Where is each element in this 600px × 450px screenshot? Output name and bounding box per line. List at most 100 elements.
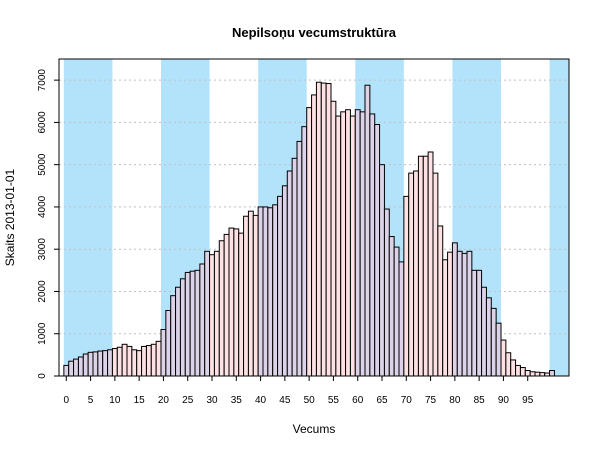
bar-age-79	[447, 251, 453, 377]
bar-age-36	[238, 232, 245, 377]
band-5	[549, 59, 569, 376]
bar-age-91	[505, 352, 512, 377]
y-axis: 0 1000 2000 3000 4000 5000 6000 7000	[37, 69, 60, 379]
bar-age-87	[485, 297, 492, 377]
band-0	[63, 59, 113, 376]
x-tick-label-30: 30	[206, 395, 218, 406]
bar-age-48	[296, 140, 303, 377]
bar-age-11	[116, 346, 123, 377]
bar-age-29	[204, 250, 211, 377]
bar-age-84	[471, 269, 478, 377]
bar-age-28	[199, 263, 206, 377]
x-tick-label-20: 20	[158, 395, 170, 406]
bar-age-12	[121, 343, 128, 377]
bar-age-38	[247, 210, 254, 377]
bar-age-45	[281, 185, 288, 377]
bar-age-74	[422, 155, 429, 377]
bar-age-81	[456, 250, 463, 377]
y-tick-label-5000: 5000	[37, 153, 48, 176]
bar-age-94	[519, 367, 526, 377]
bar-age-75	[427, 151, 434, 377]
bar-age-83	[466, 250, 473, 377]
bar-age-0	[63, 364, 70, 377]
bar-age-32	[218, 240, 225, 377]
y-axis-label: Skaits 2013-01-01	[3, 168, 17, 266]
bar-age-53	[320, 82, 327, 377]
bar-age-2	[73, 358, 79, 377]
bar-age-41	[262, 206, 269, 377]
bar-age-97	[534, 371, 541, 377]
bar-age-92	[510, 359, 517, 377]
bar-age-95	[524, 370, 531, 377]
y-tick-label-3000: 3000	[37, 238, 48, 261]
bar-age-42	[267, 207, 274, 377]
x-tick-label-40: 40	[255, 395, 267, 406]
y-tick-label-4000: 4000	[37, 195, 48, 218]
bar-age-54	[325, 83, 332, 377]
x-tick-label-70: 70	[401, 395, 413, 406]
bar-age-19	[155, 340, 162, 377]
x-tick-label-90: 90	[498, 395, 510, 406]
x-tick-label-50: 50	[304, 395, 316, 406]
bar-age-22	[170, 295, 177, 377]
bar-age-61	[359, 111, 366, 377]
bar-age-27	[194, 269, 201, 377]
bar-age-40	[257, 206, 264, 377]
bar-age-20	[160, 329, 167, 377]
bar-age-24	[179, 278, 186, 377]
bar-age-93	[515, 364, 521, 377]
bar-age-65	[379, 164, 385, 377]
x-axis-label: Vecums	[293, 422, 336, 436]
bar-age-77	[437, 225, 444, 377]
bar-age-33	[223, 233, 230, 377]
bar-age-73	[417, 155, 424, 377]
bar-age-67	[388, 236, 395, 377]
bar-age-88	[490, 307, 497, 377]
x-tick-label-85: 85	[474, 395, 486, 406]
x-tick-label-60: 60	[352, 395, 364, 406]
x-tick-label-25: 25	[182, 395, 194, 406]
bar-age-85	[476, 269, 483, 377]
bar-age-76	[432, 172, 439, 377]
bar-age-78	[442, 259, 449, 377]
bar-age-82	[461, 252, 468, 377]
bar-age-43	[272, 204, 279, 377]
bar-age-47	[291, 157, 298, 377]
bar-age-68	[393, 246, 400, 377]
bar-age-15	[136, 350, 143, 377]
x-tick-label-55: 55	[328, 395, 340, 406]
y-tick-label-6000: 6000	[37, 111, 48, 134]
bar-age-10	[111, 348, 118, 377]
bar-age-35	[233, 228, 240, 377]
bar-age-71	[408, 172, 415, 377]
bar-age-62	[364, 84, 371, 377]
x-tick-label-45: 45	[279, 395, 291, 406]
x-tick-label-95: 95	[522, 395, 534, 406]
bar-age-17	[145, 345, 152, 377]
bar-age-57	[340, 111, 347, 377]
chart-title: Nepilsoņu vecumstruktūra	[232, 25, 397, 40]
bar-age-3	[77, 356, 84, 377]
bar-age-51	[311, 94, 317, 377]
bar-age-86	[481, 286, 487, 377]
bar-age-30	[209, 254, 215, 377]
bar-age-6	[92, 351, 99, 377]
bar-age-96	[529, 371, 536, 377]
x-tick-label-75: 75	[425, 395, 437, 406]
bar-age-98	[539, 372, 546, 377]
bar-age-5	[87, 351, 94, 377]
bar-age-25	[184, 271, 191, 377]
x-tick-label-65: 65	[376, 395, 388, 406]
bar-age-31	[213, 250, 220, 377]
bar-age-39	[252, 214, 259, 377]
bar-age-23	[175, 286, 181, 377]
y-tick-label-7000: 7000	[37, 69, 48, 92]
x-axis: 0 5 10 15 20 25 30 35 40 45 50 55 60 65 70 75 80 85 90 95	[64, 375, 534, 406]
y-tick-label-2000: 2000	[37, 280, 48, 303]
y-tick-label-0: 0	[37, 373, 48, 379]
x-tick-label-0: 0	[64, 395, 70, 406]
bar-age-55	[330, 100, 337, 377]
bar-age-100	[549, 370, 555, 377]
bar-age-59	[349, 115, 356, 377]
